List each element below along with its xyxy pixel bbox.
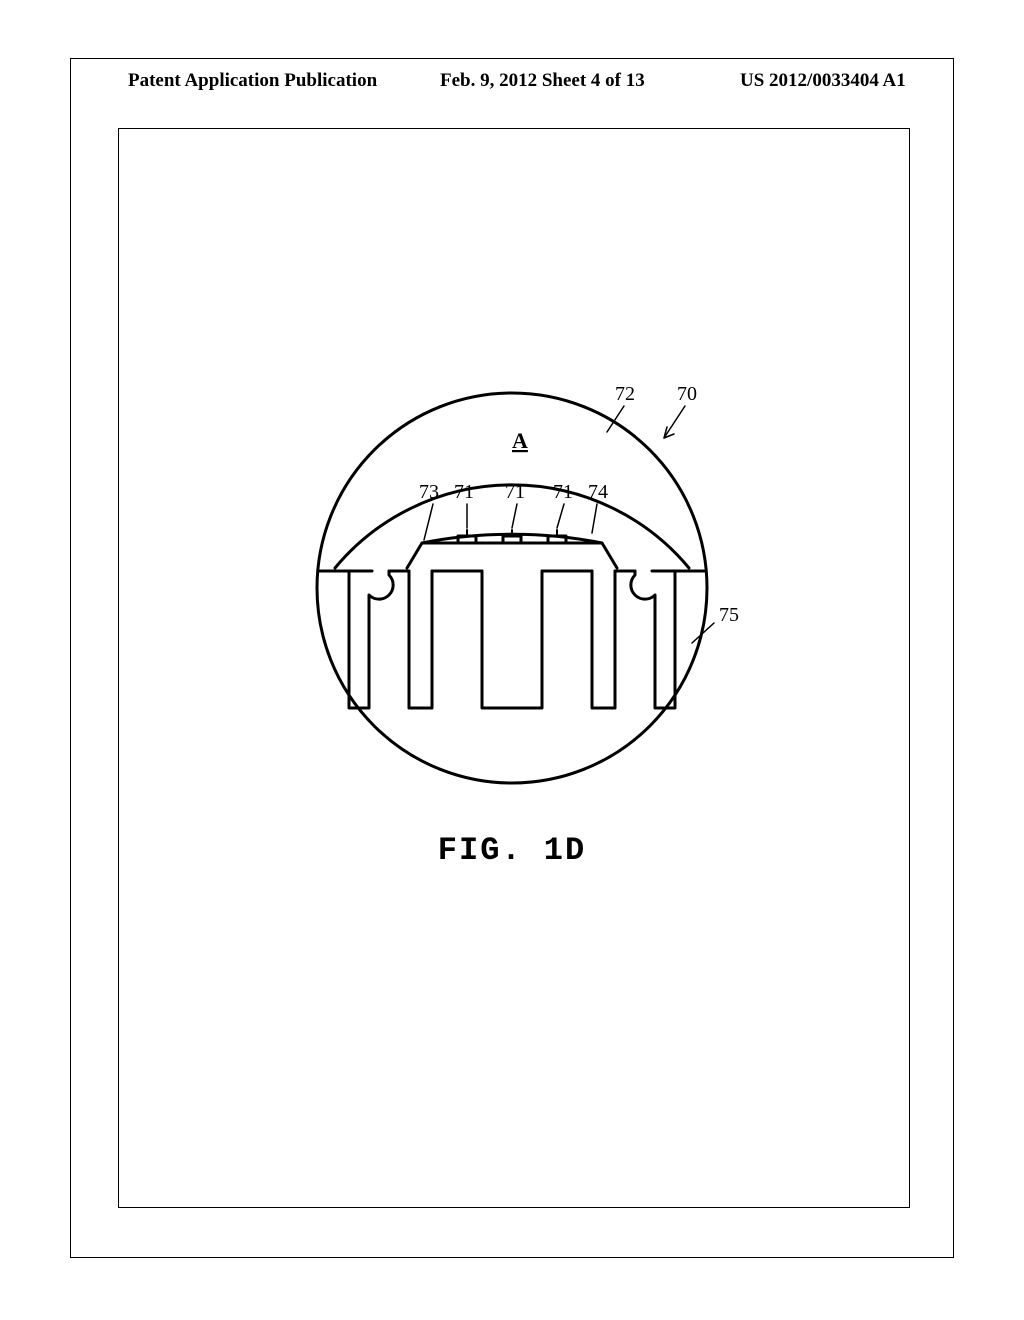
leader-71c [557, 504, 564, 528]
ref-71a: 71 [454, 481, 474, 503]
figure-svg: 70 72 73 71 71 71 74 75 A [272, 368, 752, 788]
header-left: Patent Application Publication [128, 70, 377, 92]
ref-72: 72 [615, 383, 635, 405]
ref-74: 74 [588, 481, 608, 503]
figure-1d: 70 72 73 71 71 71 74 75 A [272, 368, 752, 788]
fin-3 [592, 571, 615, 708]
leaders [424, 406, 714, 643]
header-right: US 2012/0033404 A1 [740, 70, 906, 92]
figure-caption: FIG. 1D [438, 832, 586, 869]
substrate-73 [407, 543, 617, 568]
area-label-A: A [512, 428, 528, 453]
ref-71c: 71 [553, 481, 573, 503]
leader-71b [512, 504, 517, 528]
leader-74 [592, 504, 597, 533]
leader-73 [424, 504, 433, 540]
led-71-group [458, 530, 566, 543]
ref-71b: 71 [505, 481, 525, 503]
leader-70 [664, 406, 685, 438]
header-mid: Feb. 9, 2012 Sheet 4 of 13 [440, 70, 645, 92]
fin-center [482, 571, 542, 708]
fin-left-outer [349, 571, 393, 708]
ref-75: 75 [719, 604, 739, 626]
fin-1 [409, 571, 432, 708]
ref-70: 70 [677, 383, 697, 405]
fin-right-outer [631, 571, 675, 708]
ref-73: 73 [419, 481, 439, 503]
